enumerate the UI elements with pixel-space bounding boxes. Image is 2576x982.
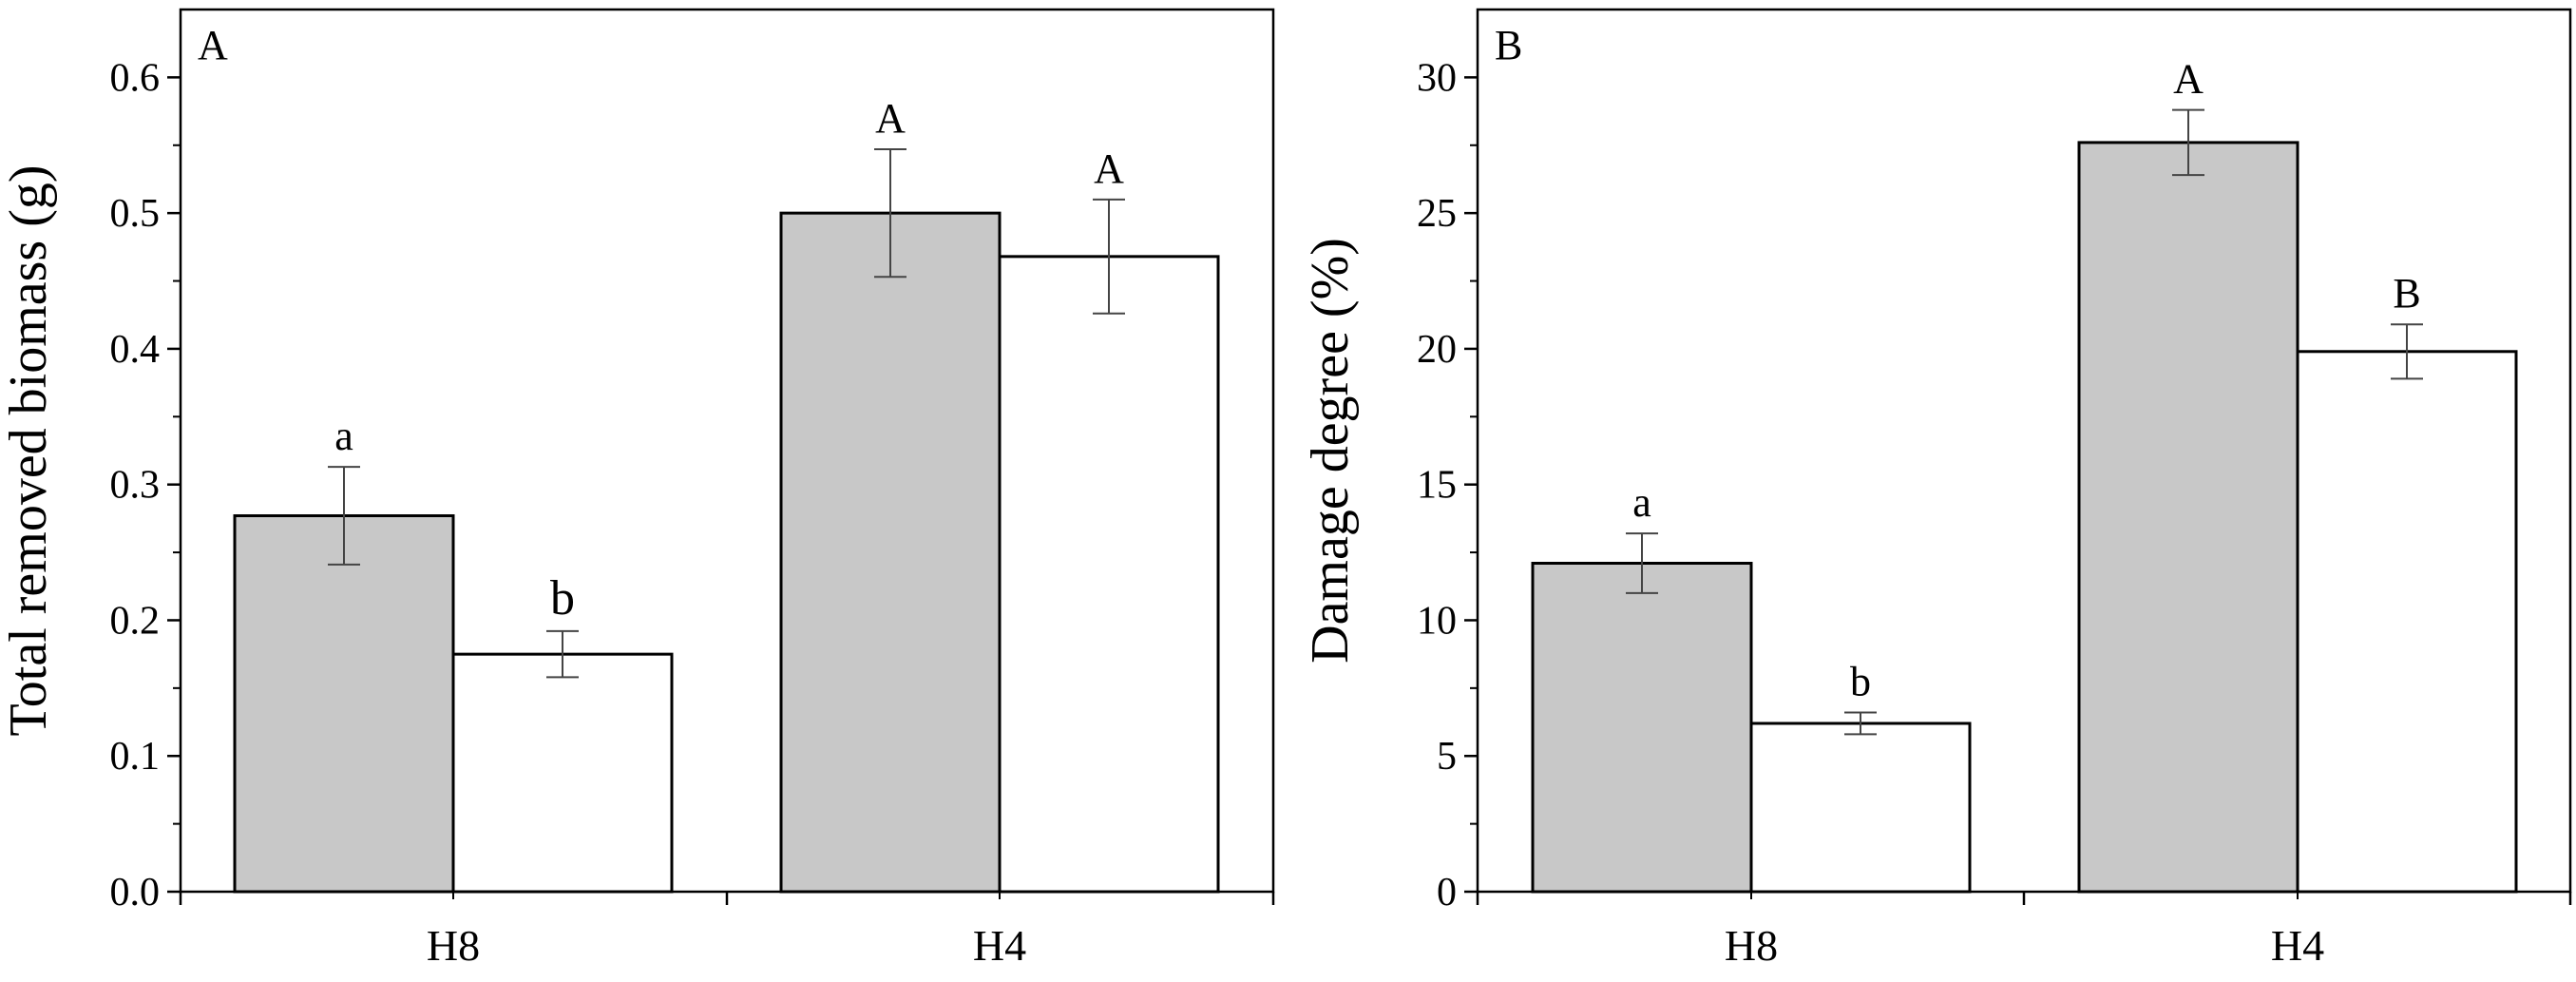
bar: [779, 211, 1002, 894]
y-tick-label: 0.2: [110, 599, 161, 643]
y-tick-label: 10: [1417, 599, 1457, 643]
x-category-label: H8: [1725, 921, 1778, 970]
y-tick-label: 20: [1417, 328, 1457, 372]
bar: [1531, 561, 1753, 894]
bar: [451, 652, 674, 894]
bar: [233, 514, 455, 894]
significance-letter: A: [1094, 145, 1124, 192]
y-tick-label: 5: [1437, 735, 1457, 779]
bar: [2077, 141, 2299, 894]
y-tick-label: 0.5: [110, 192, 161, 236]
y-tick-label: 0.0: [110, 871, 161, 915]
bar: [1749, 722, 1972, 894]
significance-letter: b: [550, 571, 575, 626]
y-tick-label: 0.4: [110, 328, 161, 372]
y-tick-label: 0.3: [110, 464, 161, 508]
bar: [998, 255, 1220, 894]
significance-letter: b: [1850, 659, 1871, 705]
y-axis-title: Damage degree (%): [1301, 238, 1360, 664]
panel-b: a Ab B 0 5 10 15 20 25 30 H8 H4 Damage degree (%) B: [1301, 8, 2572, 970]
significance-letter: B: [2393, 270, 2420, 317]
y-tick-label: 0.1: [110, 735, 161, 779]
x-category-label: H4: [973, 921, 1026, 970]
panel-label: B: [1495, 22, 1522, 68]
y-tick-label: 30: [1417, 56, 1457, 100]
panel-label: A: [198, 22, 228, 68]
y-tick-label: 0: [1437, 871, 1457, 915]
panel-a: a Ab A 0.0 0.1 0.2 0.3 0.4 0.5 0.6 H8 H4 Total remov…: [0, 8, 1275, 970]
y-tick-label: 15: [1417, 464, 1457, 508]
significance-letter: a: [334, 413, 353, 459]
significance-letter: A: [875, 95, 906, 142]
y-tick-label: 0.6: [110, 56, 161, 100]
y-tick-label: 25: [1417, 192, 1457, 236]
bar: [2296, 350, 2518, 894]
significance-letter: a: [1632, 479, 1651, 526]
significance-letter: A: [2173, 56, 2204, 103]
y-axis-title: Total removed biomass (g): [0, 164, 58, 736]
x-category-label: H4: [2271, 921, 2324, 970]
x-category-label: H8: [427, 921, 480, 970]
